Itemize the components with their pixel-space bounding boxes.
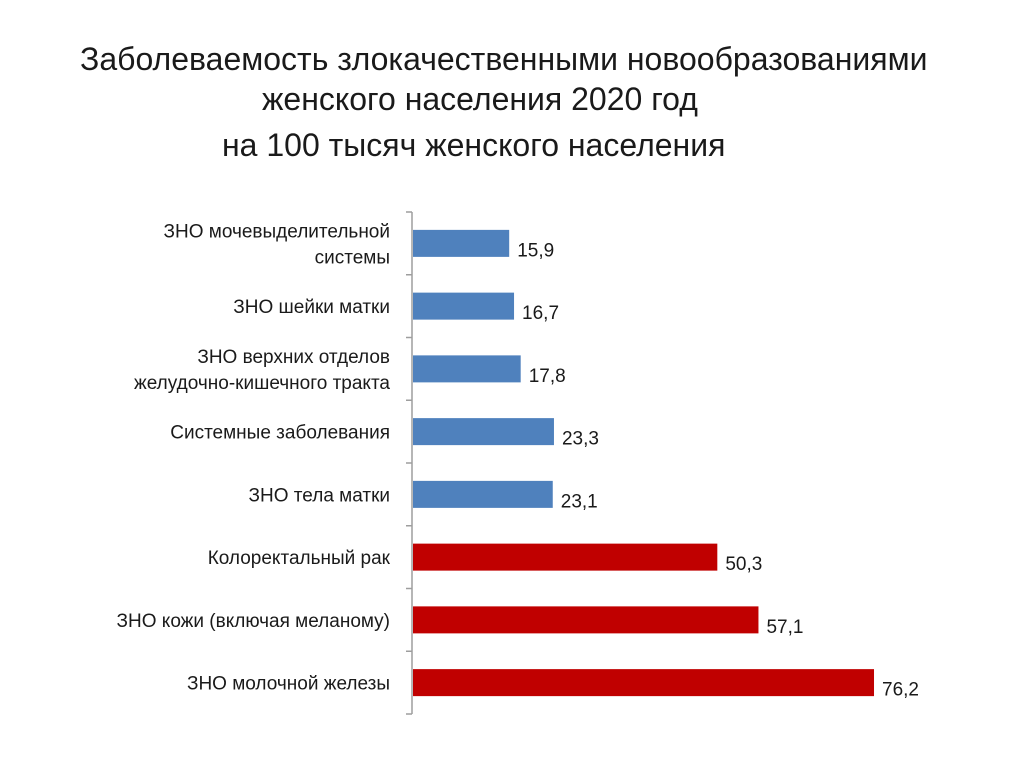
data-label: 23,3 <box>562 429 599 450</box>
bar <box>413 418 554 446</box>
category-label: ЗНО верхних отделов <box>197 347 390 368</box>
bar <box>413 480 553 508</box>
data-label: 17,8 <box>529 366 566 387</box>
data-label: 76,2 <box>882 680 919 701</box>
category-label: Системные заболевания <box>170 423 390 444</box>
chart-title-line-1: Заболеваемость злокачественными новообра… <box>80 41 928 77</box>
bar <box>413 669 875 697</box>
chart-title-line-3: на 100 тысяч женского населения <box>222 127 726 163</box>
category-label: ЗНО тела матки <box>249 485 390 506</box>
category-label: ЗНО шейки матки <box>233 297 390 318</box>
chart-title-line-2: женского населения 2020 год <box>262 81 698 117</box>
bar <box>413 355 521 383</box>
category-label: желудочно-кишечного тракта <box>134 373 390 394</box>
category-label: ЗНО кожи (включая меланому) <box>117 611 390 632</box>
bar <box>413 606 759 634</box>
data-label: 50,3 <box>725 554 762 575</box>
bar <box>413 543 718 571</box>
category-label: ЗНО молочной железы <box>187 674 390 695</box>
data-label: 23,1 <box>561 491 598 512</box>
category-label: системы <box>315 247 390 268</box>
data-label: 57,1 <box>766 617 803 638</box>
category-label: Колоректальный рак <box>208 548 391 569</box>
data-label: 15,9 <box>517 240 554 261</box>
bar <box>413 229 510 257</box>
data-label: 16,7 <box>522 303 559 324</box>
bar <box>413 292 515 320</box>
category-label: ЗНО мочевыделительной <box>164 221 391 242</box>
